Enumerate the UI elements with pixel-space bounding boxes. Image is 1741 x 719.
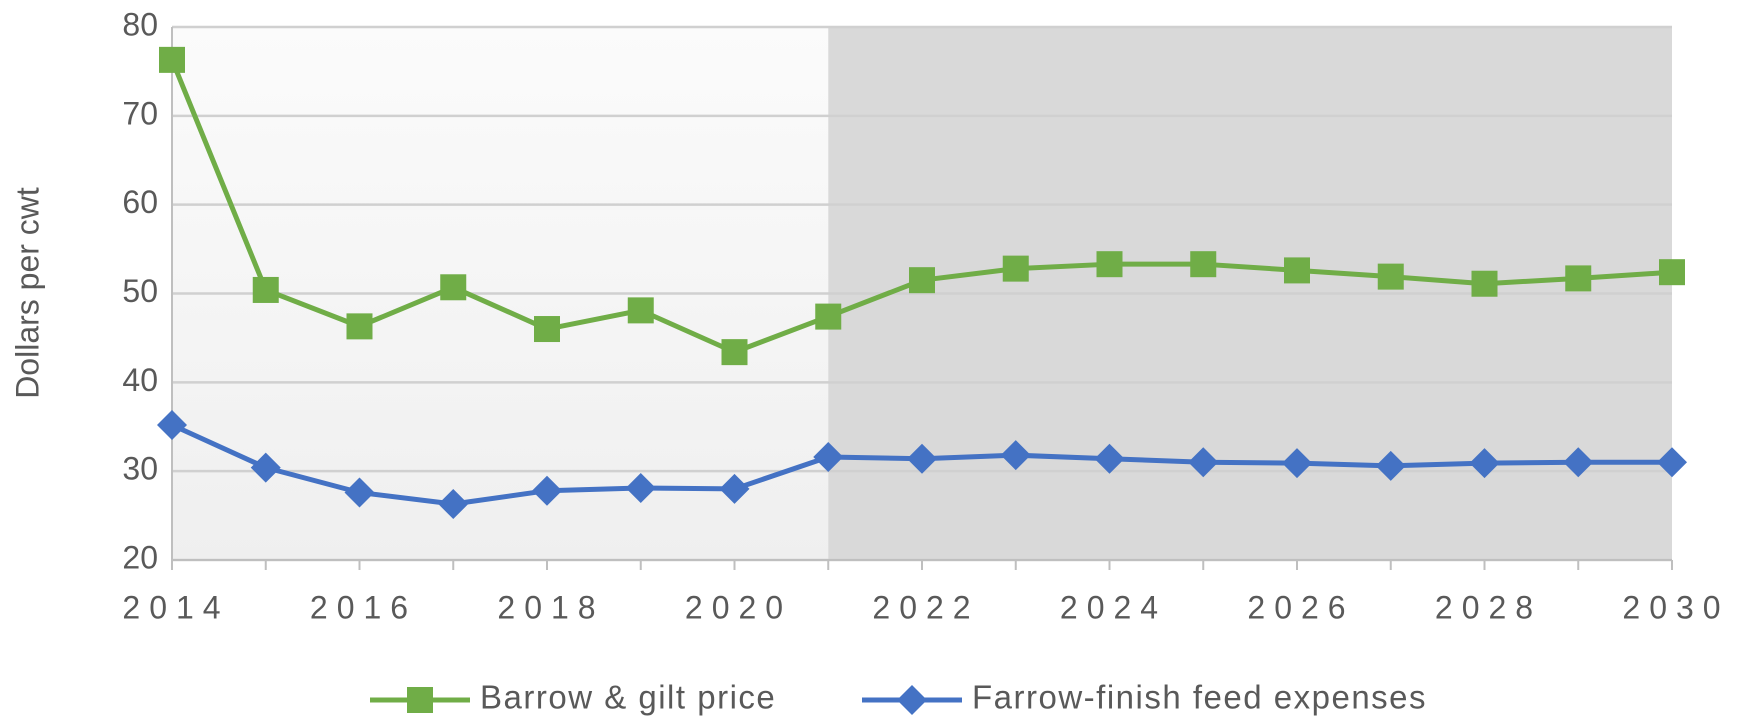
data-point — [157, 409, 187, 440]
data-point — [438, 489, 469, 520]
data-point — [1377, 263, 1404, 290]
data-point — [159, 46, 185, 73]
data-point — [907, 443, 937, 474]
data-point — [1471, 270, 1498, 297]
y-axis-label: Dollars per cwt — [9, 187, 45, 399]
data-point — [1188, 447, 1219, 478]
data-point — [721, 339, 748, 366]
data-point — [440, 274, 467, 301]
data-point — [813, 441, 844, 472]
data-point — [1094, 443, 1125, 474]
x-tick-label: 2020 — [685, 589, 792, 625]
data-point — [1375, 450, 1406, 481]
x-tick-label: 2014 — [122, 589, 229, 625]
data-point — [250, 452, 281, 483]
data-point — [534, 316, 560, 343]
data-point — [1659, 259, 1685, 286]
x-tick-label: 2026 — [1247, 589, 1354, 625]
x-tick-label: 2024 — [1060, 589, 1167, 625]
legend-label: Farrow-finish feed expenses — [972, 679, 1427, 716]
data-point — [627, 297, 654, 324]
data-point — [625, 473, 656, 504]
data-point — [909, 267, 935, 294]
data-point — [1282, 448, 1312, 479]
data-point — [1190, 251, 1217, 278]
data-point — [1563, 447, 1594, 478]
data-point — [344, 477, 375, 508]
x-tick-label: 2022 — [872, 589, 979, 625]
data-point — [1096, 251, 1123, 278]
data-point — [1000, 440, 1031, 471]
y-tick-label: 60 — [122, 184, 158, 220]
data-point — [1469, 448, 1500, 479]
legend-label: Barrow & gilt price — [480, 679, 776, 716]
x-tick-label: 2016 — [310, 589, 417, 625]
data-point — [532, 475, 562, 506]
y-tick-label: 50 — [122, 273, 158, 309]
data-point — [1657, 447, 1687, 478]
legend-marker — [897, 685, 927, 715]
data-point — [719, 473, 750, 504]
data-point — [1002, 255, 1029, 282]
y-tick-label: 40 — [122, 362, 158, 398]
x-tick-label: 2030 — [1622, 589, 1729, 625]
y-tick-label: 30 — [122, 451, 158, 487]
data-point — [346, 313, 373, 340]
data-point — [252, 276, 279, 303]
data-point — [1565, 265, 1592, 292]
legend-marker — [407, 687, 433, 713]
x-tick-label: 2028 — [1435, 589, 1542, 625]
y-tick-label: 20 — [122, 539, 158, 575]
data-point — [815, 303, 842, 330]
y-tick-label: 70 — [122, 95, 158, 131]
x-tick-label: 2018 — [497, 589, 604, 625]
y-tick-label: 80 — [122, 6, 158, 42]
data-point — [1284, 257, 1310, 284]
